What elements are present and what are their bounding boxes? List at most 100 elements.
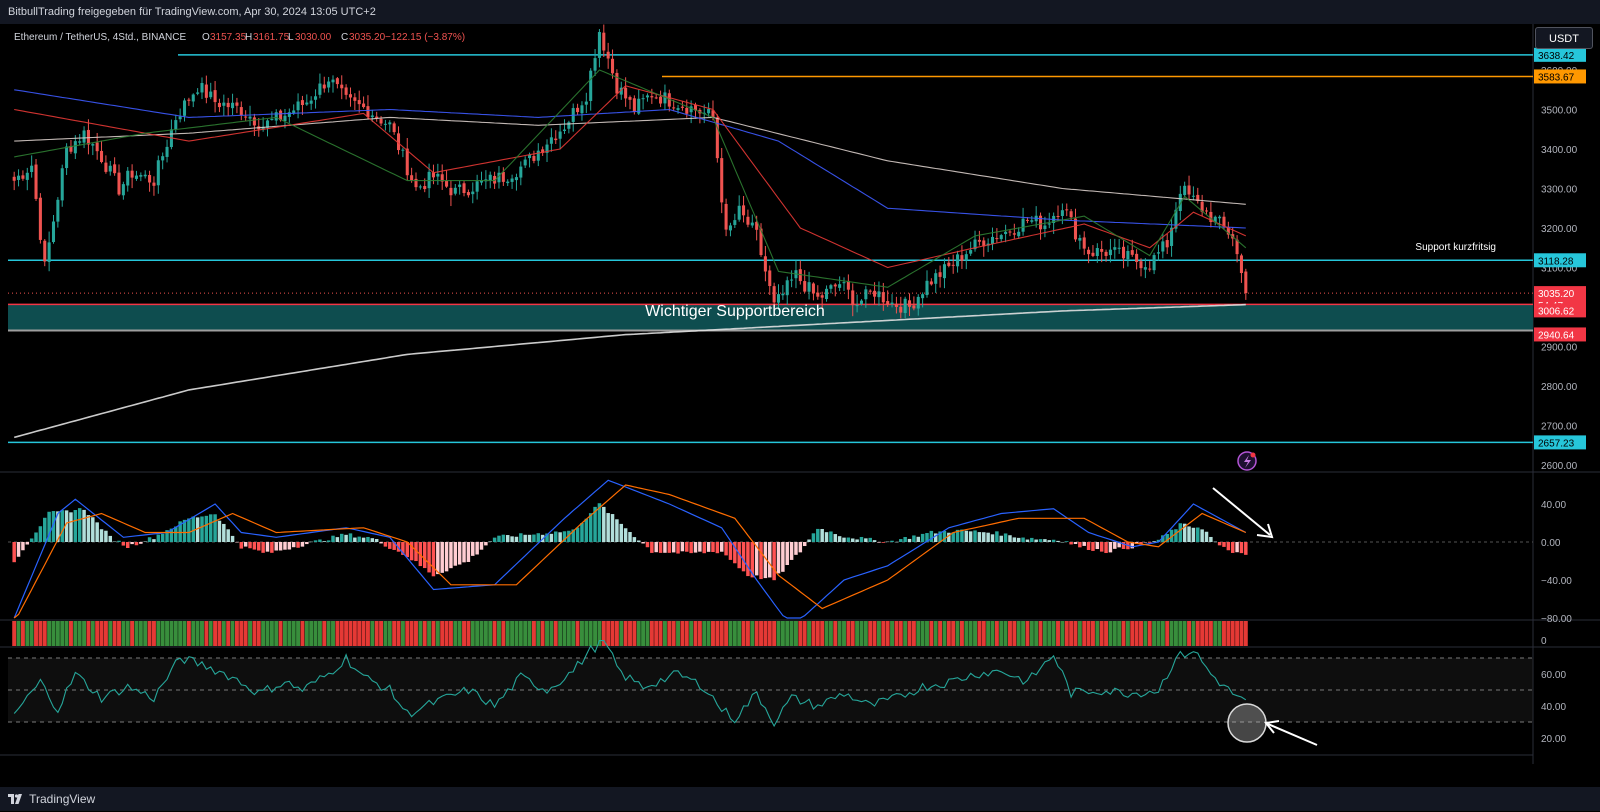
candle-body — [562, 129, 567, 131]
candle-body — [711, 110, 715, 117]
macd-axis-tick: −40.00 — [1541, 576, 1572, 587]
macd-histogram-bar — [471, 542, 475, 556]
flash-icon[interactable] — [1237, 451, 1257, 471]
volume-direction-bar — [339, 621, 344, 646]
candle-body — [1204, 210, 1209, 212]
candle-body — [1082, 237, 1086, 249]
candle-body — [471, 191, 475, 195]
volume-direction-bar — [815, 621, 820, 646]
candle-body — [69, 146, 73, 152]
volume-direction-bar — [706, 621, 711, 646]
volume-direction-bar — [1051, 621, 1056, 646]
volume-direction-bar — [134, 621, 139, 646]
ema-line — [14, 89, 1246, 229]
macd-histogram-bar — [261, 542, 265, 553]
candle-body — [82, 130, 86, 143]
macd-histogram-bar — [837, 536, 842, 542]
candle-body — [488, 174, 492, 181]
candle-body — [523, 159, 527, 166]
candle-body — [654, 97, 658, 99]
candle-body — [209, 91, 213, 98]
volume-direction-bar — [217, 621, 222, 646]
macd-histogram-bar — [1235, 542, 1239, 553]
candle-body — [265, 120, 270, 128]
macd-histogram-bar — [794, 542, 798, 555]
volume-direction-bar — [1095, 621, 1100, 646]
candle-body — [493, 175, 497, 184]
candle-body — [846, 280, 850, 290]
candle-body — [746, 216, 750, 225]
volume-direction-bar — [894, 621, 899, 646]
candle-body — [370, 115, 374, 118]
macd-histogram-bar — [850, 538, 855, 542]
candle-body — [1008, 231, 1012, 233]
macd-histogram-bar — [77, 508, 82, 542]
price-axis-tick: 2900.00 — [1541, 343, 1578, 354]
macd-histogram-bar — [108, 535, 113, 542]
candle-body — [597, 32, 601, 58]
volume-direction-bar — [186, 621, 191, 646]
macd-histogram-bar — [1108, 542, 1113, 553]
macd-histogram-bar — [270, 542, 274, 553]
macd-histogram-bar — [615, 519, 619, 542]
macd-histogram-bar — [1113, 542, 1117, 549]
volume-direction-bar — [117, 621, 121, 646]
volume-direction-bar — [95, 621, 100, 646]
candle-body — [191, 94, 195, 102]
candle-body — [21, 175, 25, 179]
candle-body — [1043, 225, 1047, 230]
candle-body — [693, 105, 698, 111]
tradingview-logo-icon — [8, 788, 22, 804]
macd-histogram-bar — [1147, 542, 1152, 543]
volume-direction-bar — [654, 621, 659, 646]
macd-histogram-bar — [239, 542, 244, 549]
volume-direction-bar — [1178, 621, 1183, 646]
volume-direction-bar — [173, 621, 178, 646]
candle-body — [1218, 216, 1222, 219]
chart-canvas[interactable]: Ethereum / TetherUS, 4Std., BINANCE O 31… — [0, 24, 1600, 764]
macd-histogram-bar — [1043, 539, 1047, 542]
volume-direction-bar — [981, 621, 986, 646]
volume-direction-bar — [396, 621, 401, 646]
chart-area[interactable]: Ethereum / TetherUS, 4Std., BINANCE O 31… — [0, 24, 1600, 764]
candle-body — [357, 100, 361, 105]
candle-body — [825, 288, 829, 300]
macd-histogram-bar — [191, 516, 195, 542]
macd-histogram-bar — [1078, 542, 1082, 548]
volume-direction-bar — [20, 621, 25, 646]
ohlc-low-label: L — [288, 32, 294, 43]
candle-body — [1226, 227, 1230, 235]
macd-histogram-bar — [422, 542, 427, 569]
macd-histogram-bar — [1152, 541, 1156, 542]
candle-body — [287, 112, 291, 117]
volume-direction-bar — [553, 621, 558, 646]
macd-histogram-bar — [636, 540, 641, 542]
candle-body — [1121, 246, 1126, 259]
macd-histogram-bar — [523, 534, 527, 542]
candle-body — [239, 107, 243, 116]
volume-direction-bar — [780, 621, 785, 646]
macd-histogram-bar — [73, 510, 78, 542]
volume-direction-bar — [623, 621, 628, 646]
ohlc-low-value: 3030.00 — [295, 32, 332, 43]
ohlc-open-label: O — [202, 32, 210, 43]
candle-body — [680, 106, 684, 108]
macd-histogram-bar — [903, 537, 907, 542]
macd-histogram-bar — [807, 539, 811, 542]
macd-histogram-bar — [842, 537, 846, 542]
candle-body — [152, 182, 156, 186]
volume-direction-bar — [379, 621, 384, 646]
candle-body — [261, 126, 265, 130]
volume-direction-bar — [103, 621, 108, 646]
volume-direction-bar — [213, 621, 218, 646]
macd-histogram-bar — [1213, 541, 1217, 543]
volume-direction-bar — [147, 621, 152, 646]
currency-button[interactable]: USDT — [1535, 27, 1593, 49]
volume-direction-bar — [47, 621, 52, 646]
candle-body — [750, 222, 754, 226]
macd-histogram-bar — [1016, 537, 1021, 542]
ohlc-close-value: 3035.20 — [349, 32, 386, 43]
candle-body — [244, 116, 248, 118]
macd-histogram-bar — [56, 511, 60, 542]
candle-body — [838, 284, 842, 288]
